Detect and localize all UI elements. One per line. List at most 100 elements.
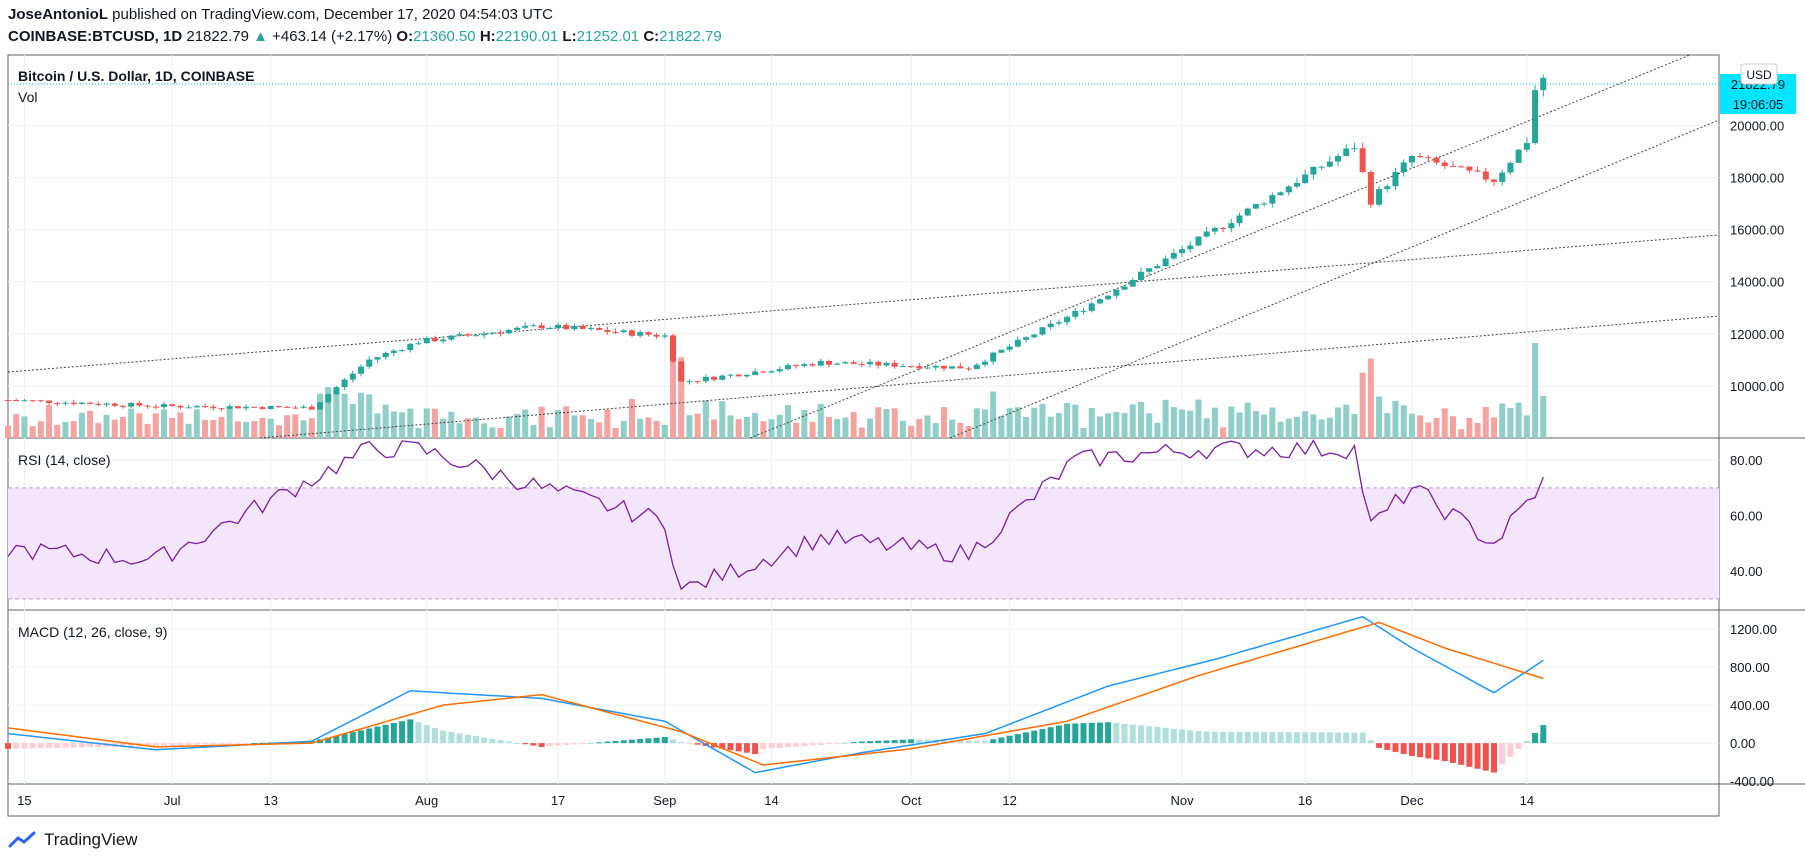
volume-bar — [177, 412, 184, 438]
candle — [571, 325, 578, 330]
candle — [497, 332, 504, 334]
candle — [809, 364, 816, 366]
candle — [152, 406, 159, 408]
macd-histogram-bar — [1129, 724, 1136, 744]
signal-line — [7, 621, 1544, 766]
volume-bar — [423, 408, 430, 438]
macd-histogram-bar — [1425, 743, 1432, 759]
macd-histogram-bar — [1203, 731, 1210, 744]
candle — [1466, 166, 1473, 171]
volume-bar — [563, 406, 570, 438]
macd-histogram-bar — [472, 736, 479, 744]
candle — [218, 408, 225, 410]
volume-bar — [1121, 412, 1128, 438]
macd-histogram-bar — [1474, 743, 1481, 769]
macd-tick-label: 800.00 — [1730, 660, 1770, 675]
rsi-band-fill — [8, 487, 1719, 599]
macd-histogram-bar — [1220, 731, 1227, 744]
candle — [341, 379, 348, 388]
candle — [1293, 183, 1300, 187]
volume-legend: Vol — [18, 89, 37, 105]
candle — [702, 376, 709, 382]
candle — [1006, 346, 1013, 350]
publish-text: published on TradingView.com, December 1… — [112, 6, 553, 23]
trend-lines[interactable] — [7, 54, 1720, 439]
candle — [1170, 253, 1177, 259]
macd-histogram-bar — [1236, 731, 1243, 744]
candle — [70, 402, 77, 405]
time-tick-label: Oct — [901, 793, 922, 808]
volume-bar — [686, 415, 693, 438]
candle — [333, 387, 340, 395]
candle — [177, 405, 184, 408]
volume-bar — [152, 413, 159, 438]
candle — [776, 369, 783, 372]
macd-histogram-bar — [1376, 743, 1383, 748]
volume-bar — [259, 417, 266, 438]
volume-bar — [1154, 422, 1161, 438]
volume-bar — [645, 417, 652, 438]
macd-histogram-bar — [169, 743, 176, 746]
candles[interactable] — [5, 74, 1547, 411]
macd-histogram-bar — [579, 743, 586, 745]
candle — [1080, 310, 1087, 312]
time-scale-labels[interactable]: 15 Jul 13 Aug 17 Sep 14 Oct 12 Nov 16 Dec 14 — [17, 793, 1534, 808]
volume-bar — [21, 416, 28, 438]
volume-bar — [579, 415, 586, 438]
volume-bar — [415, 428, 422, 438]
rsi-tick-label: 60.00 — [1730, 509, 1763, 524]
currency-label[interactable]: USD — [1746, 68, 1772, 82]
chart-canvas[interactable]: 10000.00 12000.00 14000.00 16000.00 18000.00… — [0, 0, 1805, 830]
volume-bar — [1351, 414, 1358, 438]
candle — [1047, 323, 1054, 328]
time-tick-label: Jul — [164, 793, 181, 808]
candle — [973, 364, 980, 370]
candle — [251, 406, 258, 408]
volume-bar — [1376, 396, 1383, 438]
candle — [103, 403, 110, 405]
currency-box[interactable] — [1740, 63, 1778, 85]
rsi-tick-label: 80.00 — [1730, 453, 1763, 468]
author-name[interactable]: JoseAntonioL — [8, 6, 108, 23]
candle — [1400, 162, 1407, 173]
candle — [275, 406, 282, 408]
macd-tick-label: 400.00 — [1730, 698, 1770, 713]
macd-histogram-bar — [1343, 732, 1350, 744]
candle — [1302, 174, 1309, 184]
macd-histogram-bar — [13, 743, 20, 749]
candle — [1384, 186, 1391, 190]
time-tick-label: 14 — [1520, 793, 1534, 808]
candle — [423, 338, 430, 344]
candle — [538, 325, 545, 329]
candle — [1187, 245, 1194, 250]
macd-histogram-bar — [185, 743, 192, 745]
candle — [292, 407, 299, 409]
volume-bar — [867, 418, 874, 438]
time-tick-label: 13 — [263, 793, 277, 808]
macd-histogram-bar — [768, 743, 775, 749]
volume-bar — [809, 421, 816, 438]
volume-bar — [78, 412, 85, 438]
brand-name[interactable]: TradingView — [44, 830, 138, 849]
candle — [596, 328, 603, 330]
candle — [111, 403, 118, 406]
volume-bar — [464, 418, 471, 438]
price-scale-labels[interactable]: 10000.00 12000.00 14000.00 16000.00 18000.00… — [1730, 118, 1784, 789]
candle — [834, 363, 841, 365]
volume-bar — [390, 411, 397, 438]
volume-bar — [382, 404, 389, 438]
candle — [1507, 162, 1514, 173]
candle — [793, 365, 800, 367]
ohlc-header: COINBASE:BTCUSD, 1D 21822.79 ▲ +463.14 (… — [8, 28, 722, 45]
macd-histogram-bar — [801, 743, 808, 746]
volume-bar — [497, 428, 504, 438]
volume-bar — [1367, 358, 1374, 438]
volume-bar — [1326, 417, 1333, 438]
volume-bar — [251, 421, 258, 438]
macd-histogram-bar — [1515, 743, 1522, 749]
macd-histogram-bar — [193, 743, 200, 745]
volume-bar — [784, 405, 791, 438]
volume-bar — [1515, 402, 1522, 438]
macd-histogram-bar — [1351, 732, 1358, 744]
candle — [1105, 295, 1112, 300]
